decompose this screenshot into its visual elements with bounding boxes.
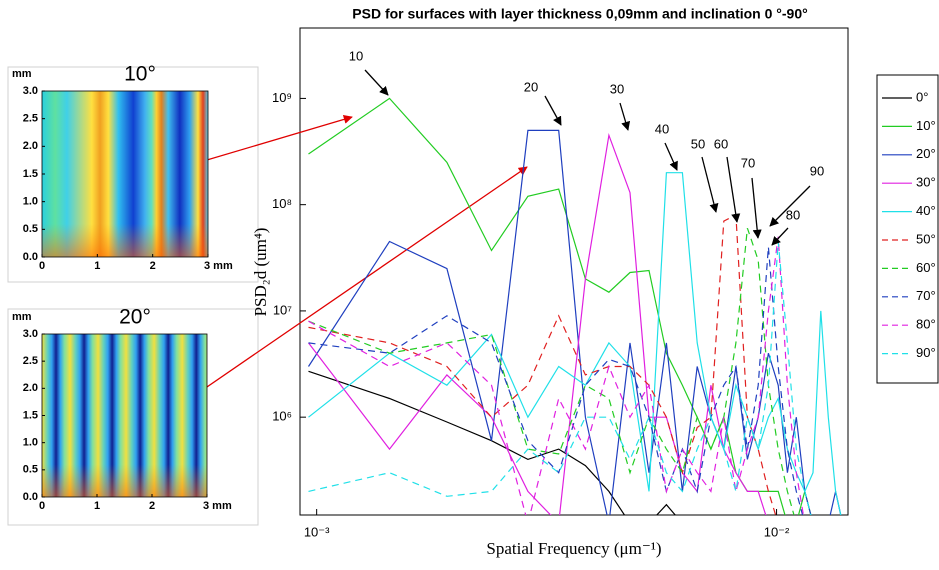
x-axis-label: Spatial Frequency (μm⁻¹) [486, 539, 661, 558]
y-tick-label: 10⁸ [272, 196, 292, 211]
y-tick-label: 2.5 [23, 113, 38, 125]
annotation-arrow [751, 177, 762, 239]
annotation: 10 [349, 48, 363, 63]
legend-label: 50° [916, 231, 936, 246]
annotation: 60 [714, 136, 728, 151]
legend-label: 10° [916, 118, 936, 133]
x-tick-label: 0 [39, 260, 45, 272]
annotation-arrow [664, 142, 678, 171]
annotation: 50 [691, 136, 705, 151]
legend-label: 20° [916, 146, 936, 161]
inset-title: 10° [124, 63, 156, 86]
y-tick-label: 3.0 [23, 328, 38, 340]
x-tick-label: 2 [149, 500, 155, 512]
annotation: 30 [610, 81, 624, 96]
annotation: 80 [786, 207, 800, 222]
inset-title: 20° [119, 306, 151, 329]
x-tick-label: 1 [94, 260, 100, 272]
heatmap-shade [42, 334, 207, 497]
legend-label: 90° [916, 345, 936, 360]
chart-title: PSD for surfaces with layer thickness 0,… [352, 6, 807, 22]
link-arrow [187, 166, 528, 401]
legend-label: 60° [916, 260, 936, 275]
annotation: 70 [741, 155, 755, 170]
heatmap-shade [42, 91, 208, 257]
y-tick-label: 1.0 [23, 196, 38, 208]
annotation-arrow [769, 185, 811, 227]
annotation-arrow [619, 102, 631, 131]
series-line [308, 370, 677, 515]
y-tick-label: 10⁹ [272, 90, 292, 105]
x-tick-label: 1 [94, 500, 100, 512]
y-axis-label: mm [12, 311, 32, 323]
y-axis-label: mm [12, 68, 32, 80]
y-tick-label: 10⁷ [273, 302, 292, 317]
plot-area [299, 27, 849, 516]
y-tick-label: 2.0 [23, 382, 38, 394]
y-tick-label: 1.5 [23, 168, 38, 180]
annotation-arrow [701, 156, 719, 213]
annotation: 40 [655, 121, 669, 136]
annotation-arrow [364, 69, 389, 96]
annotation-arrow [544, 95, 562, 126]
series-line [308, 132, 767, 515]
annotation-arrow [771, 227, 789, 246]
y-tick-label: 2.5 [23, 355, 38, 367]
x-tick-label: 3 mm [204, 260, 233, 272]
y-tick-label: 3.0 [23, 85, 38, 97]
y-tick-label: 0.0 [23, 251, 38, 263]
series-line [308, 228, 795, 515]
legend-label: 0° [916, 89, 928, 104]
plot-lines [307, 97, 842, 515]
legend-label: 80° [916, 317, 936, 332]
x-tick-label: 10⁻² [764, 524, 790, 539]
y-tick-label: 0.0 [23, 491, 38, 503]
legend-label: 70° [916, 288, 936, 303]
legend-label: 30° [916, 175, 936, 190]
y-tick-label: 0.5 [23, 464, 38, 476]
x-tick-label: 3 mm [203, 500, 232, 512]
annotation: 90 [810, 163, 824, 178]
x-tick-label: 2 [150, 260, 156, 272]
annotation-arrow [726, 156, 741, 223]
y-tick-label: 2.0 [23, 140, 38, 152]
link-arrow [189, 114, 353, 166]
x-tick-label: 10⁻³ [304, 524, 330, 539]
annotation: 20 [524, 79, 538, 94]
y-tick-label: 1.5 [23, 409, 38, 421]
y-tick-label: 10⁶ [272, 409, 292, 424]
y-tick-label: 1.0 [23, 437, 38, 449]
y-tick-label: 0.5 [23, 223, 38, 235]
series-line [308, 246, 804, 515]
x-tick-label: 0 [39, 500, 45, 512]
series-line [308, 241, 812, 515]
y-axis-label: PSD₂d (um⁴) [251, 228, 270, 317]
legend-label: 40° [916, 203, 936, 218]
